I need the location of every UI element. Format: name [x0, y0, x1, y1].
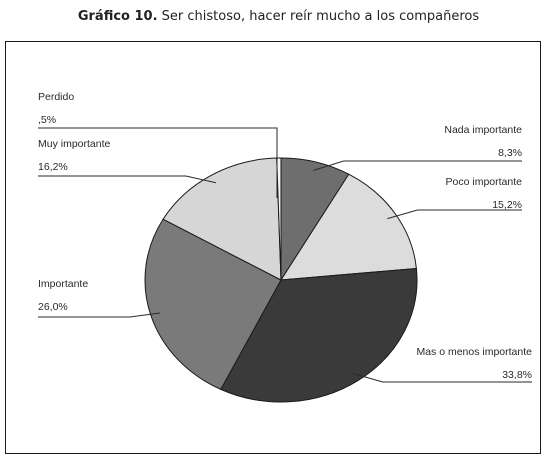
leader-line-poco-importante [387, 209, 522, 220]
caption-number: Gráfico 10. [77, 9, 158, 24]
leader-line-importante [38, 312, 161, 318]
slice-value-muy-importante: 16,2% [38, 161, 68, 173]
slice-value-poco-importante: 15,2% [492, 199, 522, 211]
slice-label-importante: Importante [38, 278, 88, 290]
pie-slice-muy-importante [162, 157, 282, 281]
pie-slice-poco-importante [280, 173, 417, 281]
leader-line-perdido [38, 127, 278, 198]
leader-line-mas-o-menos-importante [352, 372, 532, 383]
slice-label-poco-importante: Poco importante [446, 176, 523, 188]
caption-text: Ser chistoso, hacer reír mucho a los com… [161, 9, 480, 24]
slice-value-importante: 26,0% [38, 301, 68, 313]
slice-value-nada-importante: 8,3% [498, 147, 522, 159]
pie-slice-importante [144, 218, 282, 391]
slice-label-mas-o-menos-importante: Mas o menos importante [416, 346, 532, 358]
leader-line-nada-importante [313, 160, 522, 171]
slice-label-perdido: Perdido [38, 91, 74, 103]
chart-caption: Gráfico 10. Ser chistoso, hacer reír muc… [0, 9, 557, 24]
slice-value-mas-o-menos-importante: 33,8% [502, 369, 532, 381]
slice-label-muy-importante: Muy importante [38, 138, 111, 150]
slice-label-nada-importante: Nada importante [444, 124, 522, 136]
chart-frame [5, 41, 541, 454]
pie-slice-mas-o-menos-importante [220, 267, 418, 403]
leader-line-muy-importante [38, 175, 217, 184]
slice-value-perdido: ,5% [38, 114, 56, 126]
